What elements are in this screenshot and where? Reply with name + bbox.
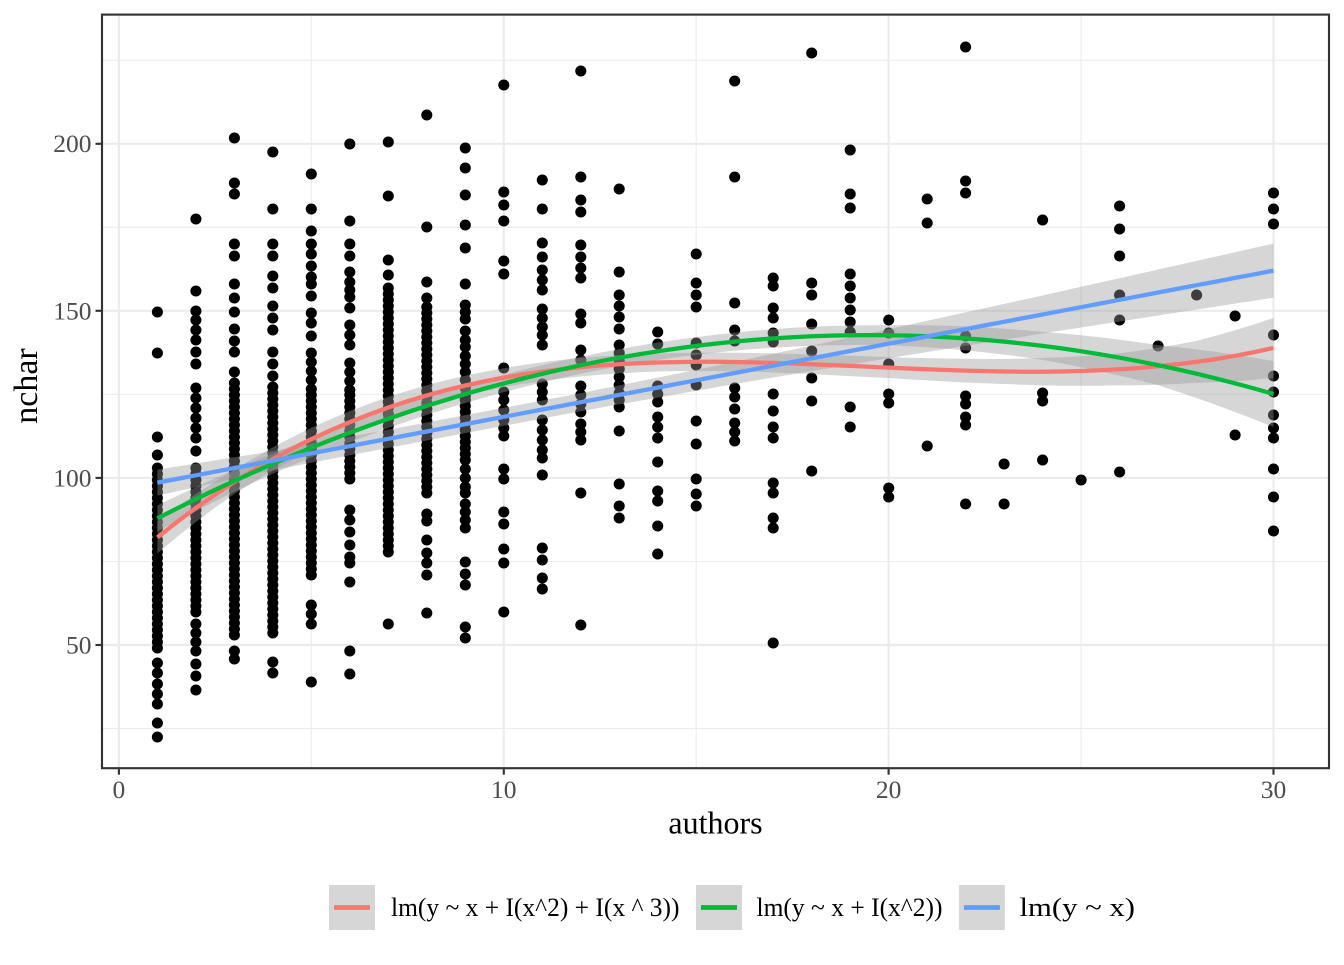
svg-text:20: 20 [876,775,902,804]
svg-text:lm(y ~ x + I(x^2)): lm(y ~ x + I(x^2)) [757,893,943,922]
svg-text:30: 30 [1261,775,1287,804]
svg-text:nchar: nchar [8,348,45,424]
svg-text:10: 10 [491,775,517,804]
svg-text:150: 150 [53,296,91,325]
svg-text:lm(y ~ x): lm(y ~ x) [1020,893,1136,922]
svg-text:lm(y ~ x + I(x^2) + I(x ^ 3)): lm(y ~ x + I(x^2) + I(x ^ 3)) [391,893,680,922]
svg-text:100: 100 [53,463,91,492]
svg-text:authors: authors [668,805,762,841]
svg-text:200: 200 [53,129,91,158]
svg-text:50: 50 [66,631,92,660]
svg-text:0: 0 [113,775,126,804]
